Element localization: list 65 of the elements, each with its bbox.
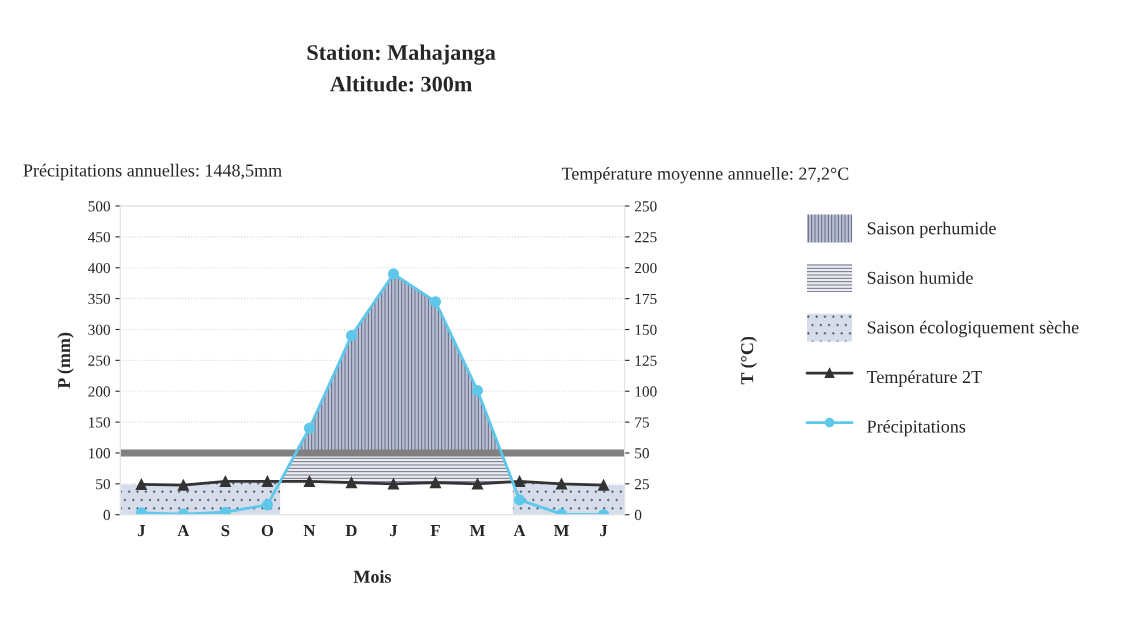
y-tick-label: 350 — [88, 293, 111, 305]
point — [261, 475, 273, 487]
y2-tick-label: 25 — [634, 479, 649, 490]
x-tick-label: M — [553, 525, 569, 536]
y-tick-label: 0 — [103, 509, 111, 521]
x-tick-label: S — [221, 524, 230, 537]
text: Saison humide — [867, 271, 973, 284]
point — [429, 296, 442, 308]
point — [261, 499, 273, 511]
text: Précipitations annuelles: 1448,5mm — [23, 163, 282, 181]
point — [471, 478, 484, 490]
y-tick-label: 150 — [89, 417, 111, 428]
y2-tick-label: 0 — [634, 509, 642, 521]
legend-label: Précipitations — [867, 419, 966, 437]
chart-title: Station: Mahajanga — [307, 44, 496, 65]
x-tick-label: M — [469, 525, 485, 536]
point — [219, 475, 231, 487]
y-tick-label: 50 — [96, 478, 111, 490]
point — [135, 478, 147, 491]
y2-tick-label: 75 — [635, 417, 649, 428]
y2-tick-label: 150 — [635, 324, 657, 335]
x-tick-label: D — [345, 525, 357, 537]
point — [471, 385, 484, 397]
y2-tick-label: 225 — [634, 232, 657, 243]
x-tick-label: J — [137, 525, 146, 537]
point — [345, 477, 357, 489]
x-tick-label: F — [430, 525, 440, 536]
x-tick-label: A — [177, 524, 190, 536]
x-tick-label: J — [600, 525, 608, 537]
chart-subtitle: Altitude: 300m — [330, 75, 473, 92]
point — [177, 479, 189, 491]
x-tick-label: N — [303, 525, 316, 536]
text: Saison écologiquement sèche — [867, 320, 1079, 338]
point — [598, 479, 610, 491]
y2-tick-label: 50 — [635, 448, 649, 459]
point — [345, 330, 357, 342]
y2-tick-label: 100 — [635, 386, 657, 397]
legend-label: Température 2T — [866, 370, 982, 387]
point — [429, 477, 442, 489]
point — [555, 478, 568, 490]
y2-tick-label: 125 — [635, 355, 657, 366]
point — [303, 475, 315, 487]
y-tick-label: 450 — [87, 232, 111, 243]
point — [219, 506, 231, 515]
y2-tick-label: 200 — [634, 262, 657, 274]
y2-axis-title: T (°C) — [740, 336, 757, 385]
point — [303, 422, 315, 434]
x-axis-title: Mois — [353, 570, 392, 583]
point — [387, 268, 400, 280]
y-tick-label: 100 — [89, 448, 111, 459]
y2-tick-label: 175 — [635, 293, 657, 305]
point — [387, 478, 400, 490]
x-tick-label: O — [261, 524, 274, 537]
y-tick-label: 400 — [87, 262, 111, 274]
y-tick-label: 300 — [88, 324, 111, 335]
y-tick-label: 250 — [88, 355, 111, 366]
x-tick-label: J — [390, 525, 398, 537]
text: Saison perhumide — [867, 221, 996, 239]
text: Température moyenne annuelle: 27,2°C — [561, 167, 849, 184]
y2-tick-label: 250 — [634, 201, 657, 212]
x-tick-label: A — [513, 524, 526, 536]
y-axis-title: P (mm) — [57, 332, 74, 389]
y-tick-label: 200 — [88, 386, 111, 397]
y-tick-label: 500 — [88, 201, 111, 212]
point — [513, 494, 526, 506]
